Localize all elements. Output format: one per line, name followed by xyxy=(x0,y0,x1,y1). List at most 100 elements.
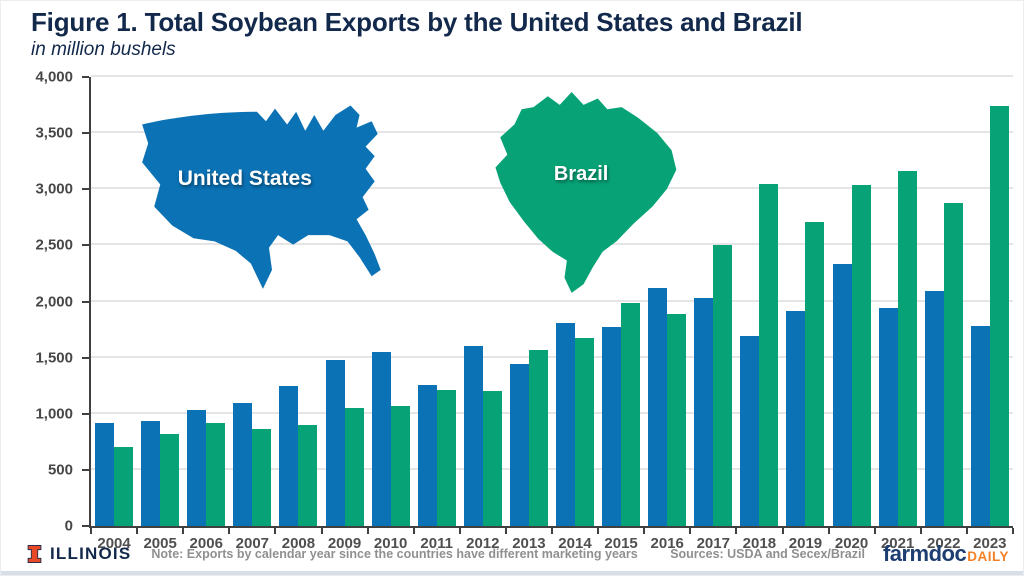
bar-groups xyxy=(91,77,1013,526)
bar-brazil-2023 xyxy=(989,106,1009,526)
bar-group-2015 xyxy=(598,77,644,526)
bar-us-2015 xyxy=(602,327,622,526)
bar-us-2009 xyxy=(325,359,345,526)
bar-brazil-2005 xyxy=(160,433,180,526)
bar-brazil-2015 xyxy=(621,302,641,526)
sources-text: Sources: USDA and Secex/Brazil xyxy=(670,547,865,561)
x-tick-label-2009: 2009 xyxy=(327,535,362,552)
x-tick-label-2011: 2011 xyxy=(420,535,453,552)
y-tick-label-1500: 1,500 xyxy=(35,349,73,367)
bar-brazil-2021 xyxy=(897,171,917,526)
bar-group-2021 xyxy=(875,77,921,526)
bar-brazil-2022 xyxy=(943,202,963,526)
bar-us-2010 xyxy=(371,352,391,526)
bar-us-2019 xyxy=(786,311,806,526)
bar-group-2005 xyxy=(137,77,183,526)
y-tick-label-500: 500 xyxy=(47,461,73,479)
bar-brazil-2010 xyxy=(390,405,410,526)
x-tick-label-2014: 2014 xyxy=(558,535,592,552)
daily-logo-text: DAILY xyxy=(967,549,1009,564)
y-tick-3000 xyxy=(82,188,89,191)
x-tick-label-2022: 2022 xyxy=(927,535,961,552)
bar-us-2011 xyxy=(417,384,437,526)
x-tick-label-2020: 2020 xyxy=(834,535,869,552)
x-tick-20 xyxy=(1012,528,1014,534)
brazil-map-shape xyxy=(495,91,677,293)
bar-us-2022 xyxy=(924,291,944,526)
x-tick-label-2010: 2010 xyxy=(373,535,408,552)
bar-group-2007 xyxy=(229,77,275,526)
y-tick-label-1000: 1,000 xyxy=(35,405,73,423)
bar-us-2021 xyxy=(878,308,898,526)
y-tick-3500 xyxy=(82,132,89,135)
x-tick-label-2017: 2017 xyxy=(696,535,730,552)
bar-brazil-2006 xyxy=(206,423,226,526)
bar-us-2018 xyxy=(740,335,760,526)
x-tick-8 xyxy=(458,528,461,534)
x-tick-label-2005: 2005 xyxy=(143,535,177,552)
illinois-wordmark: ILLINOIS xyxy=(50,544,132,563)
united-states-map-label: United States xyxy=(177,166,312,190)
bar-us-2017 xyxy=(694,298,714,526)
gridline-2000 xyxy=(91,299,1013,302)
y-tick-2500 xyxy=(82,244,89,247)
bar-us-2012 xyxy=(463,346,483,526)
bar-brazil-2017 xyxy=(713,245,733,526)
brazil-map-icon: Brazil xyxy=(455,79,693,295)
y-tick-500 xyxy=(82,468,89,471)
bar-group-2016 xyxy=(644,77,690,526)
y-tick-label-2500: 2,500 xyxy=(35,236,73,254)
bar-us-2016 xyxy=(648,288,668,526)
x-tick-1 xyxy=(136,528,139,534)
y-tick-label-2000: 2,000 xyxy=(35,293,73,310)
y-tick-label-0: 0 xyxy=(64,517,73,535)
x-tick-label-2008: 2008 xyxy=(281,535,316,552)
x-tick-label-2023: 2023 xyxy=(973,535,1007,552)
bar-group-2004 xyxy=(91,77,137,526)
united-states-map-icon: United States xyxy=(121,96,423,292)
illinois-block-i-icon xyxy=(27,545,42,563)
bar-us-2006 xyxy=(187,409,207,526)
x-tick-19 xyxy=(965,528,968,534)
bar-brazil-2018 xyxy=(759,183,779,526)
brazil-map-label: Brazil xyxy=(553,163,609,186)
y-tick-1500 xyxy=(82,356,89,359)
y-tick-label-3000: 3,000 xyxy=(35,180,73,198)
x-tick-6 xyxy=(366,528,369,534)
x-tick-label-2021: 2021 xyxy=(880,535,915,552)
x-tick-label-2015: 2015 xyxy=(604,535,638,552)
bar-group-2019 xyxy=(782,77,828,526)
bar-group-2010 xyxy=(368,77,414,526)
y-tick-4000 xyxy=(82,76,89,78)
x-tick-label-2013: 2013 xyxy=(512,535,546,552)
x-tick-label-2018: 2018 xyxy=(742,535,777,552)
x-tick-label-2006: 2006 xyxy=(189,535,223,552)
bar-us-2013 xyxy=(509,364,529,526)
bar-brazil-2016 xyxy=(667,313,687,526)
y-tick-1000 xyxy=(82,412,89,415)
x-tick-7 xyxy=(412,528,415,534)
figure-header: Figure 1. Total Soybean Exports by the U… xyxy=(31,7,803,61)
x-tick-5 xyxy=(320,528,323,534)
bottom-accent-strip xyxy=(1,571,1023,575)
x-tick-11 xyxy=(597,528,600,534)
x-tick-3 xyxy=(228,528,231,534)
bar-group-2008 xyxy=(275,77,321,526)
gridline-1000 xyxy=(91,411,1013,414)
x-tick-15 xyxy=(781,528,784,534)
bar-brazil-2004 xyxy=(114,447,134,526)
bar-brazil-2009 xyxy=(344,408,364,526)
bar-group-2017 xyxy=(690,77,736,526)
gridline-4000 xyxy=(91,75,1013,77)
farmdoc-daily-logo: farmdoc DAILY xyxy=(883,541,1009,567)
bar-group-2006 xyxy=(183,77,229,526)
bar-group-2013 xyxy=(506,77,552,526)
figure-subtitle: in million bushels xyxy=(31,38,176,60)
x-tick-18 xyxy=(919,528,922,534)
bar-brazil-2014 xyxy=(574,337,594,526)
farmdoc-logo-text: farmdoc xyxy=(882,541,967,566)
footnote-text: Note: Exports by calendar year since the… xyxy=(151,547,638,561)
bar-brazil-2013 xyxy=(528,349,548,526)
bar-us-2004 xyxy=(95,422,115,526)
bar-us-2020 xyxy=(832,263,852,526)
